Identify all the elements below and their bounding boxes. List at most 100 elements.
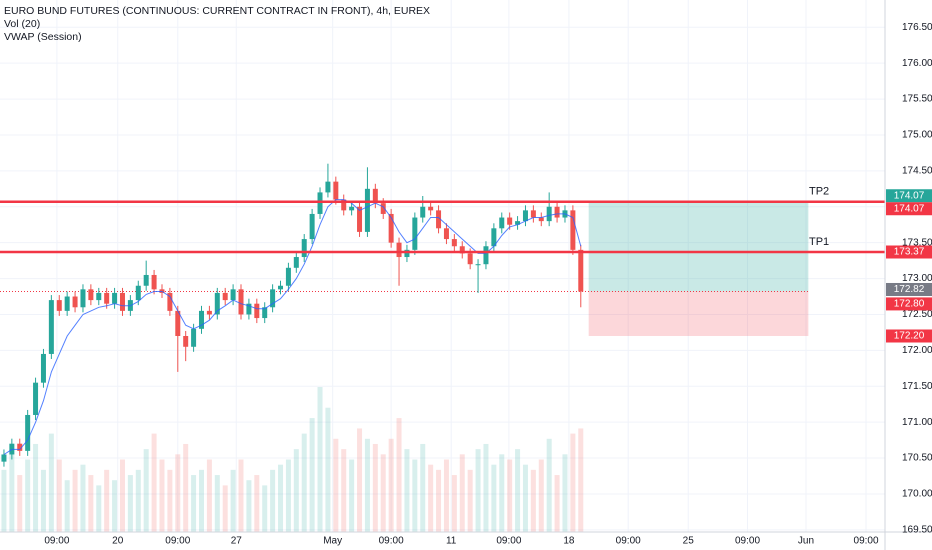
- volume-bar: [325, 407, 331, 532]
- candle-body: [570, 210, 576, 250]
- candle-body: [459, 246, 465, 254]
- candle-body: [88, 289, 94, 301]
- candle-body: [135, 285, 141, 301]
- volume-bar: [222, 485, 228, 532]
- volume-bar: [578, 428, 584, 532]
- volume-bar: [1, 469, 7, 532]
- volume-bar: [388, 438, 394, 532]
- y-tick-label: 169.50: [902, 524, 932, 535]
- candle-body: [443, 228, 449, 240]
- volume-bar: [214, 475, 220, 532]
- price-label: 172.20: [894, 331, 925, 342]
- volume-bar: [530, 469, 536, 532]
- candle-body: [40, 353, 46, 383]
- candle-body: [96, 292, 102, 301]
- volume-bar: [9, 454, 15, 532]
- volume-bar: [167, 469, 173, 532]
- volume-bar: [341, 449, 347, 532]
- price-label-box: [886, 202, 932, 216]
- price-pane: TP2 TP1: [0, 163, 885, 467]
- price-label: 172.80: [894, 299, 925, 310]
- x-tick-label: 09:00: [379, 536, 404, 547]
- volume-bar: [451, 475, 457, 532]
- volume-bar: [254, 475, 260, 532]
- volume-bar: [443, 459, 449, 532]
- candle-body: [238, 289, 244, 315]
- volume-bar: [88, 475, 94, 532]
- x-tick-label: 09:00: [735, 536, 760, 547]
- x-tick-label: May: [323, 536, 342, 547]
- volume-bar: [364, 438, 370, 532]
- volume-bar: [104, 469, 110, 532]
- volume-bar: [357, 428, 363, 532]
- volume-bar: [522, 464, 528, 532]
- volume-bar: [183, 443, 189, 532]
- y-tick-label: 176.50: [902, 22, 932, 33]
- candle-body: [80, 289, 86, 308]
- candle-body: [396, 242, 402, 258]
- price-label: 172.82: [894, 284, 925, 295]
- volume-bar: [191, 475, 197, 532]
- x-tick-label: 09:00: [44, 536, 69, 547]
- volume-bar: [317, 387, 323, 532]
- candle-body: [499, 217, 505, 229]
- candle-body: [309, 213, 315, 240]
- candle-body: [317, 192, 323, 214]
- candle-body: [214, 292, 220, 315]
- candle-body: [64, 296, 70, 311]
- chart-title: EURO BUND FUTURES (CONTINUOUS: CURRENT C…: [4, 5, 430, 17]
- candle-body: [285, 267, 291, 286]
- volume-bar: [96, 485, 102, 532]
- y-tick-label: 176.00: [902, 58, 932, 69]
- candle-body: [17, 443, 23, 451]
- candle-body: [404, 249, 410, 258]
- y-tick-label: 175.50: [902, 94, 932, 105]
- x-tick-label: 20: [112, 536, 124, 547]
- vwap-line: [3, 199, 582, 455]
- candle-body: [372, 188, 378, 204]
- volume-bar: [262, 485, 268, 532]
- indicator-label: Vol (20): [4, 18, 40, 30]
- candle-body: [515, 221, 521, 225]
- volume-bar: [151, 433, 157, 532]
- x-tick-label: 27: [231, 536, 243, 547]
- level-label: TP1: [809, 236, 829, 248]
- y-tick-label: 175.00: [902, 130, 932, 141]
- candle-body: [191, 328, 197, 347]
- x-tick-label: 25: [683, 536, 695, 547]
- candle-body: [530, 210, 536, 218]
- candle-body: [522, 210, 528, 222]
- candle-body: [364, 188, 370, 232]
- price-label: 173.37: [894, 247, 925, 258]
- volume-bar: [475, 449, 481, 532]
- candle-body: [72, 296, 78, 308]
- volume-bar: [40, 469, 46, 532]
- volume-bar: [499, 454, 505, 532]
- volume-bar: [246, 480, 252, 532]
- candle-body: [293, 257, 299, 268]
- candle-body: [301, 239, 307, 258]
- volume-bar: [404, 449, 410, 532]
- candle-body: [451, 239, 457, 247]
- volume-bar: [436, 469, 442, 532]
- candle-body: [33, 382, 39, 415]
- candle-body: [380, 203, 386, 214]
- volume-bar: [333, 438, 339, 532]
- y-tick-label: 173.00: [902, 273, 932, 284]
- volume-bar: [48, 433, 54, 532]
- y-tick-label: 172.50: [902, 309, 932, 320]
- y-tick-label: 170.50: [902, 453, 932, 464]
- volume-bar: [270, 469, 276, 532]
- candle-body: [254, 303, 260, 319]
- volume-bar: [380, 454, 386, 532]
- price-label-box: [886, 245, 932, 259]
- volume-bar: [159, 459, 165, 532]
- price-label: 174.07: [894, 203, 925, 214]
- candle-body: [151, 274, 157, 290]
- y-tick-label: 171.00: [902, 417, 932, 428]
- volume-bar: [56, 459, 62, 532]
- volume-bar: [72, 469, 78, 532]
- candle-body: [483, 246, 489, 265]
- candle-body: [270, 289, 276, 308]
- volume-bar: [349, 459, 355, 532]
